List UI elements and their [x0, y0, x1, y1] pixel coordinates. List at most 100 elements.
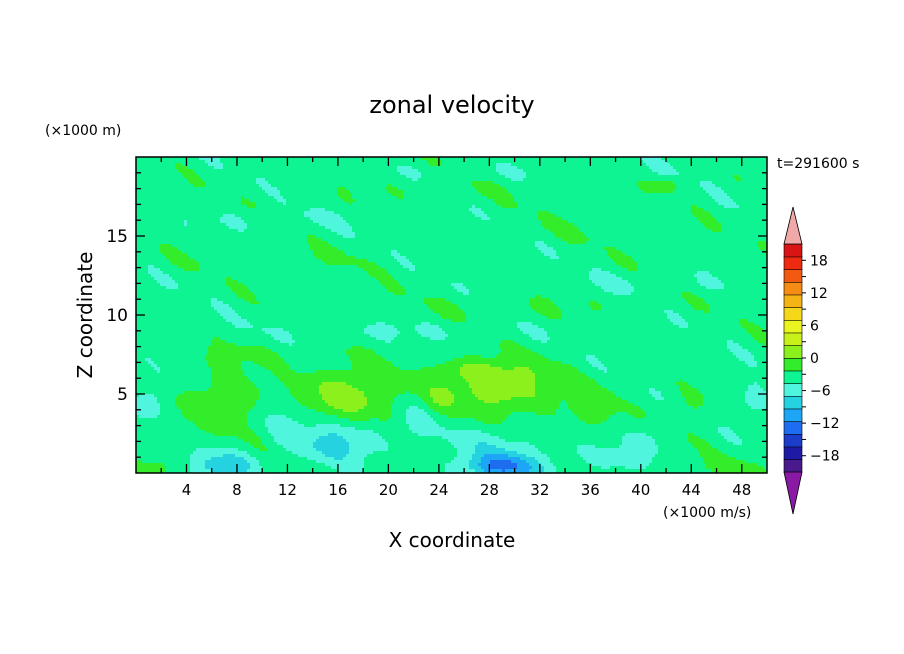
heatmap-cell: [676, 208, 679, 211]
heatmap-cell: [610, 160, 613, 163]
heatmap-cell: [175, 187, 178, 190]
heatmap-cell: [754, 172, 757, 175]
heatmap-cell: [661, 220, 664, 223]
heatmap-cell: [379, 196, 382, 199]
heatmap-cell: [280, 193, 283, 196]
heatmap-cell: [652, 172, 655, 175]
heatmap-cell: [382, 205, 385, 208]
heatmap-cell: [667, 214, 670, 217]
heatmap-cell: [202, 169, 205, 172]
heatmap-cell: [172, 178, 175, 181]
heatmap-cell: [337, 226, 340, 229]
heatmap-cell: [151, 178, 154, 181]
heatmap-cell: [496, 178, 499, 181]
heatmap-cell: [484, 196, 487, 199]
heatmap-cell: [418, 196, 421, 199]
heatmap-cell: [244, 220, 247, 223]
heatmap-cell: [394, 160, 397, 163]
heatmap-cell: [361, 193, 364, 196]
heatmap-cell: [373, 214, 376, 217]
heatmap-cell: [679, 166, 682, 169]
heatmap-cell: [295, 217, 298, 220]
heatmap-cell: [706, 190, 709, 193]
heatmap-cell: [547, 211, 550, 214]
heatmap-cell: [376, 193, 379, 196]
heatmap-cell: [472, 160, 475, 163]
heatmap-cell: [547, 214, 550, 217]
heatmap-cell: [718, 193, 721, 196]
heatmap-cell: [433, 160, 436, 163]
heatmap-cell: [367, 187, 370, 190]
heatmap-cell: [685, 172, 688, 175]
heatmap-cell: [148, 166, 151, 169]
heatmap-cell: [337, 199, 340, 202]
heatmap-cell: [205, 166, 208, 169]
heatmap-cell: [469, 220, 472, 223]
heatmap-cell: [352, 187, 355, 190]
heatmap-cell: [217, 223, 220, 226]
heatmap-cell: [202, 166, 205, 169]
heatmap-cell: [484, 217, 487, 220]
heatmap-cell: [235, 211, 238, 214]
heatmap-cell: [715, 208, 718, 211]
heatmap-cell: [670, 196, 673, 199]
heatmap-cell: [487, 199, 490, 202]
heatmap-cell: [574, 214, 577, 217]
heatmap-cell: [616, 175, 619, 178]
heatmap-cell: [547, 205, 550, 208]
heatmap-cell: [217, 214, 220, 217]
heatmap-cell: [382, 214, 385, 217]
heatmap-cell: [349, 187, 352, 190]
heatmap-cell: [316, 214, 319, 217]
heatmap-cell: [253, 217, 256, 220]
heatmap-cell: [253, 163, 256, 166]
heatmap-cell: [619, 208, 622, 211]
heatmap-cell: [733, 214, 736, 217]
heatmap-cell: [421, 169, 424, 172]
heatmap-cell: [385, 178, 388, 181]
heatmap-cell: [367, 169, 370, 172]
heatmap-cell: [529, 166, 532, 169]
heatmap-cell: [697, 178, 700, 181]
heatmap-cell: [142, 166, 145, 169]
heatmap-cell: [262, 190, 265, 193]
heatmap-cell: [634, 214, 637, 217]
heatmap-cell: [499, 190, 502, 193]
heatmap-cell: [244, 208, 247, 211]
heatmap-cell: [262, 211, 265, 214]
heatmap-cell: [604, 166, 607, 169]
heatmap-cell: [757, 181, 760, 184]
heatmap-cell: [736, 196, 739, 199]
heatmap-cell: [274, 202, 277, 205]
heatmap-cell: [235, 184, 238, 187]
heatmap-cell: [658, 214, 661, 217]
heatmap-cell: [196, 187, 199, 190]
heatmap-cell: [697, 208, 700, 211]
heatmap-cell: [412, 172, 415, 175]
heatmap-cell: [589, 193, 592, 196]
heatmap-cell: [433, 223, 436, 226]
heatmap-cell: [205, 223, 208, 226]
heatmap-cell: [502, 175, 505, 178]
heatmap-cell: [340, 178, 343, 181]
heatmap-cell: [712, 196, 715, 199]
heatmap-cell: [658, 208, 661, 211]
heatmap-cell: [742, 175, 745, 178]
heatmap-cell: [517, 160, 520, 163]
heatmap-cell: [523, 226, 526, 229]
heatmap-cell: [268, 211, 271, 214]
heatmap-cell: [331, 226, 334, 229]
heatmap-cell: [508, 169, 511, 172]
heatmap-cell: [238, 190, 241, 193]
heatmap-cell: [187, 169, 190, 172]
heatmap-cell: [532, 187, 535, 190]
heatmap-cell: [295, 199, 298, 202]
heatmap-cell: [253, 226, 256, 229]
heatmap-cell: [181, 211, 184, 214]
heatmap-cell: [730, 217, 733, 220]
heatmap-cell: [694, 217, 697, 220]
heatmap-cell: [337, 187, 340, 190]
heatmap-cell: [646, 184, 649, 187]
heatmap-cell: [403, 196, 406, 199]
heatmap-cell: [664, 169, 667, 172]
